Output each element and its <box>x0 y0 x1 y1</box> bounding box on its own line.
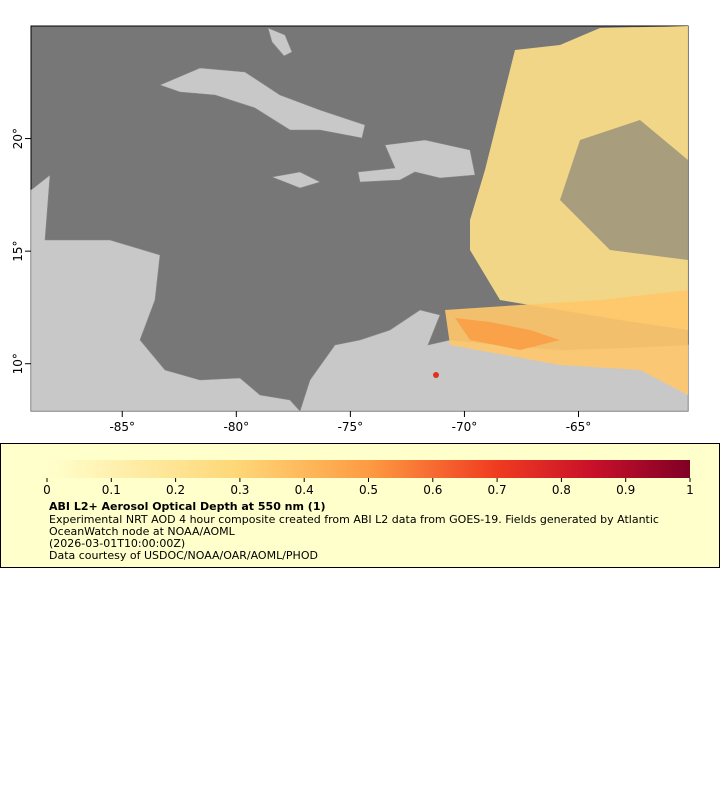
colorbar: 0 0.1 0.2 0.3 0.4 0.5 0.6 0.7 0.8 0.9 1 <box>43 460 694 497</box>
colorbar-tick-label: 0 <box>43 483 51 497</box>
colorbar-tick-label: 1 <box>686 483 694 497</box>
legend-line: Experimental NRT AOD 4 hour composite cr… <box>49 513 659 538</box>
colorbar-scale <box>47 460 690 478</box>
legend-panel: 0 0.1 0.2 0.3 0.4 0.5 0.6 0.7 0.8 0.9 1 ABI L2+ Ae… <box>0 443 720 568</box>
legend-title: ABI L2+ Aerosol Optical Depth at 550 nm … <box>49 500 326 513</box>
x-tick-label: -80° <box>224 420 250 434</box>
colorbar-tick-label: 0.4 <box>295 483 314 497</box>
colorbar-tick-label: 0.1 <box>102 483 121 497</box>
y-tick-label: 10° <box>11 353 25 374</box>
colorbar-tick-label: 0.8 <box>552 483 571 497</box>
colorbar-tick-label: 0.6 <box>423 483 442 497</box>
x-tick-label: -65° <box>566 420 592 434</box>
colorbar-tick-label: 0.5 <box>359 483 378 497</box>
colorbar-tick-label: 0.2 <box>166 483 185 497</box>
map-chart: -85° -80° -75° -70° -65° 10° 15° 20° <box>11 25 689 434</box>
y-tick-label: 15° <box>11 241 25 262</box>
land <box>30 27 689 412</box>
legend-line: Data courtesy of USDOC/NOAA/OAR/AOML/PHO… <box>49 549 318 562</box>
colorbar-tick-label: 0.7 <box>488 483 507 497</box>
legend-line: (2026-03-01T10:00:00Z) <box>49 537 186 550</box>
colorbar-tick-label: 0.9 <box>616 483 635 497</box>
y-tick-label: 20° <box>11 128 25 149</box>
x-tick-label: -85° <box>109 420 135 434</box>
aerosol-field <box>433 26 688 395</box>
x-tick-label: -70° <box>452 420 478 434</box>
x-tick-label: -75° <box>338 420 364 434</box>
colorbar-tick-label: 0.3 <box>230 483 249 497</box>
